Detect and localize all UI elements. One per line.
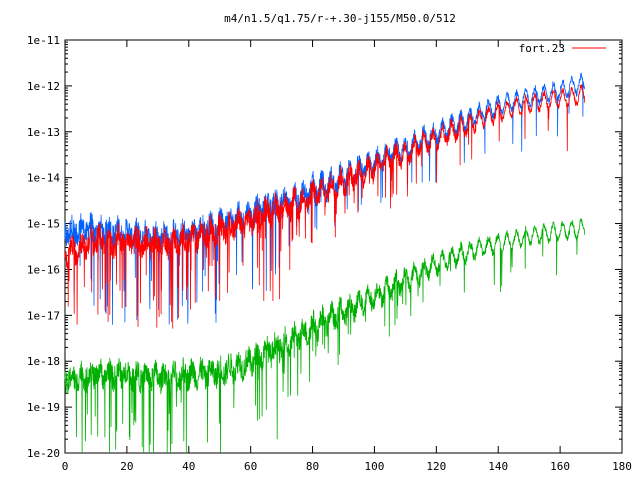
series-line-2 (64, 218, 585, 454)
series-layer (64, 72, 585, 454)
x-tick-label: 140 (488, 460, 508, 473)
y-tick-label: 1e-15 (27, 218, 60, 231)
y-tick-label: 1e-11 (27, 34, 60, 47)
y-tick-label: 1e-13 (27, 126, 60, 139)
x-tick-label: 120 (426, 460, 446, 473)
y-tick-label: 1e-19 (27, 401, 60, 414)
x-tick-label: 160 (550, 460, 570, 473)
y-tick-label: 1e-14 (27, 172, 60, 185)
x-tick-label: 20 (120, 460, 133, 473)
x-tick-label: 40 (182, 460, 195, 473)
y-tick-label: 1e-16 (27, 263, 60, 276)
x-tick-label: 0 (62, 460, 69, 473)
y-axis: 1e-20 1e-19 1e-18 1e-17 1e-16 1e-15 1e-14 1e-13… (27, 34, 622, 460)
y-tick-label: 1e-12 (27, 80, 60, 93)
x-axis: 0 20 40 60 80 100 120 140 160 180 (62, 40, 632, 473)
x-tick-label: 60 (244, 460, 257, 473)
y-tick-label: 1e-17 (27, 309, 60, 322)
x-tick-label: 80 (306, 460, 319, 473)
legend: fort.23 (519, 42, 606, 55)
y-tick-label: 1e-20 (27, 447, 60, 460)
legend-label: fort.23 (519, 42, 565, 55)
chart-title: m4/n1.5/q1.75/r-+.30-j155/M50.0/512 (224, 12, 456, 25)
y-tick-label: 1e-18 (27, 355, 60, 368)
series-line-0 (64, 84, 585, 329)
plot-area-frame (64, 39, 623, 454)
x-tick-label: 180 (612, 460, 632, 473)
x-tick-label: 100 (365, 460, 385, 473)
